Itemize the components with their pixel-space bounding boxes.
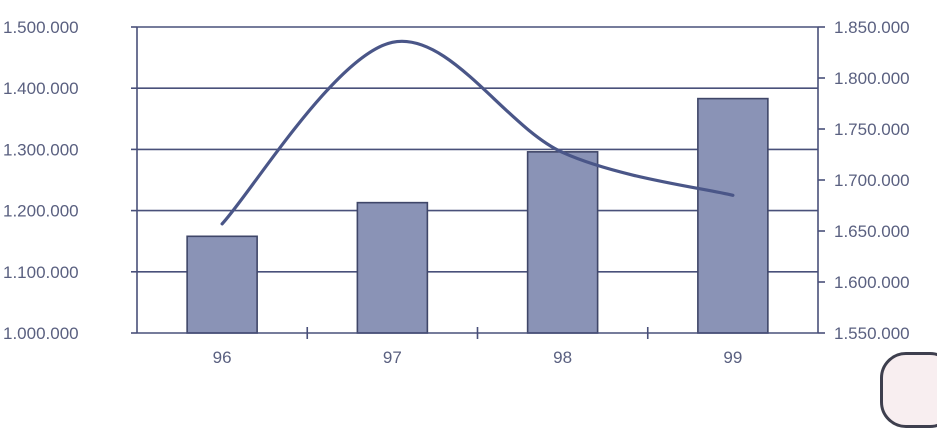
left-tick-label: 1.400.000 (3, 79, 79, 98)
x-tick-label: 97 (383, 348, 402, 367)
left-tick-label: 1.300.000 (3, 140, 79, 159)
bar-96 (187, 236, 257, 333)
bar-98 (528, 152, 598, 333)
right-tick-label: 1.750.000 (834, 120, 910, 139)
chart-svg: 1.000.000 1.100.000 1.200.000 1.300.000 1.40… (0, 0, 937, 376)
right-tick-label: 1.800.000 (834, 69, 910, 88)
combo-chart: 1.000.000 1.100.000 1.200.000 1.300.000 1.40… (0, 0, 937, 376)
right-tick-label: 1.550.000 (834, 324, 910, 343)
x-tick-label: 99 (723, 348, 742, 367)
left-tick-label: 1.500.000 (3, 18, 79, 37)
x-tick-label: 98 (553, 348, 572, 367)
right-tick-label: 1.650.000 (834, 222, 910, 241)
left-tick-label: 1.200.000 (3, 202, 79, 221)
bar-97 (357, 203, 427, 333)
line-series (222, 41, 733, 224)
left-tick-label: 1.000.000 (3, 324, 79, 343)
right-tick-label: 1.850.000 (834, 18, 910, 37)
bar-99 (698, 99, 768, 333)
x-tick-label: 96 (213, 348, 232, 367)
left-tick-label: 1.100.000 (3, 263, 79, 282)
corner-decoration (880, 352, 937, 428)
right-tick-label: 1.600.000 (834, 273, 910, 292)
right-tick-label: 1.700.000 (834, 171, 910, 190)
